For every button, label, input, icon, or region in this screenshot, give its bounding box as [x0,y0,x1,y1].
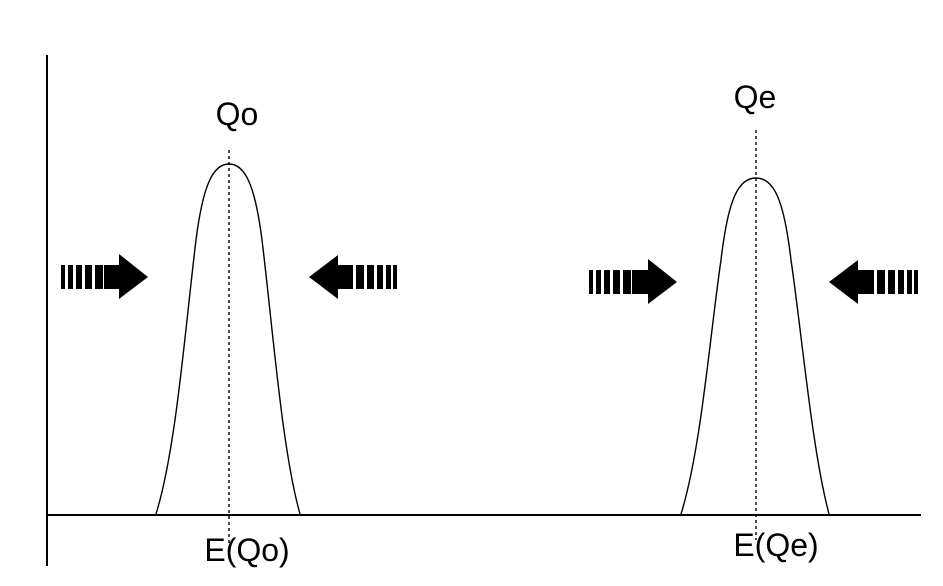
peak-qe-bottom-label: E(Qe) [733,527,818,563]
striped-right-arrow-icon [589,259,677,304]
striped-left-arrow-icon [829,260,918,304]
striped-right-arrow-icon [61,254,148,299]
peak-qe: Qe E(Qe) [680,79,830,563]
peak-qo: Qo E(Qo) [155,96,301,568]
peak-qe-curve [680,177,830,515]
peak-qo-bottom-label: E(Qo) [204,532,289,568]
peak-qo-curve [155,163,301,515]
striped-left-arrow-icon [309,255,397,299]
peak-qe-top-label: Qe [734,79,777,115]
peak-qo-top-label: Qo [216,96,259,132]
